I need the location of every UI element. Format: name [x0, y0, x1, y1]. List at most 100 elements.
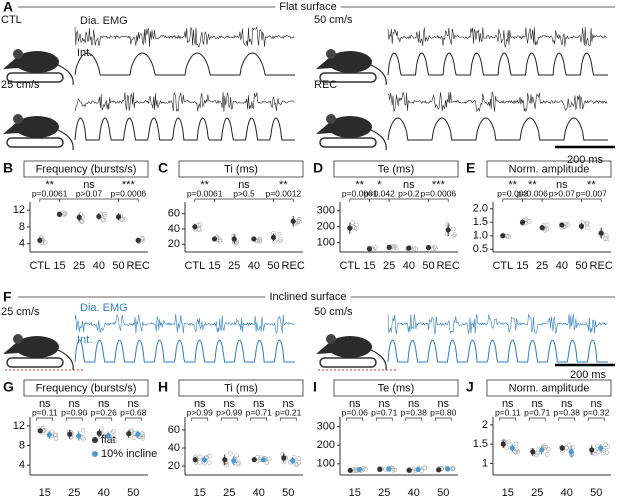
p-value: p=0.68 — [120, 407, 147, 417]
chart-title: Ti (ms) — [224, 163, 258, 175]
bracket — [39, 198, 60, 202]
legend-marker — [92, 437, 98, 443]
p-value: p=0.38 — [554, 407, 581, 417]
emg-trace — [387, 313, 608, 335]
condition-label: 50 cm/s — [314, 14, 353, 26]
x-tick-label: 40 — [93, 260, 105, 272]
significance: ns — [502, 398, 514, 410]
significance: ns — [378, 398, 390, 410]
individual-point — [353, 226, 359, 231]
individual-point — [236, 460, 242, 466]
head — [3, 57, 19, 69]
individual-point — [99, 426, 104, 432]
scale-label: 200 ms — [567, 154, 604, 166]
individual-point — [296, 460, 302, 465]
x-tick-label: 25 — [531, 487, 543, 499]
significance: ns — [194, 398, 206, 410]
mean-marker — [290, 458, 296, 464]
p-value: p=0.71 — [246, 407, 273, 417]
section-title: Flat surface — [279, 1, 336, 13]
p-value: p=0.80 — [430, 407, 457, 417]
individual-point — [122, 216, 128, 222]
emg-trace — [74, 26, 295, 48]
significance: ** — [279, 179, 288, 191]
integrated-trace — [74, 117, 295, 141]
x-tick-label: 25 — [383, 260, 395, 272]
treadmill — [319, 357, 377, 368]
head — [3, 342, 19, 354]
individual-point — [604, 450, 610, 455]
body — [328, 336, 372, 358]
individual-point — [506, 439, 512, 445]
mean-marker — [347, 225, 353, 231]
mean-marker — [231, 458, 237, 464]
significance: ns — [238, 179, 250, 191]
p-value: p=0.003 — [497, 188, 528, 198]
individual-point — [513, 449, 519, 455]
individual-point — [601, 450, 606, 455]
p-value: p=0.0061 — [342, 188, 378, 198]
mean-marker — [406, 245, 412, 251]
bracket — [220, 417, 238, 421]
individual-point — [515, 449, 521, 455]
x-tick-label: 15 — [39, 487, 51, 499]
ear — [326, 334, 336, 344]
significance: ns — [223, 398, 235, 410]
x-tick-label: 15 — [502, 487, 514, 499]
significance: ns — [349, 398, 361, 410]
individual-point — [373, 245, 378, 250]
legend-label: 10% incline — [101, 448, 157, 460]
bracket — [191, 417, 209, 421]
bracket — [118, 198, 139, 202]
significance: ** — [587, 179, 596, 191]
panel-letter: J — [466, 379, 474, 395]
x-tick-label: 40 — [403, 260, 415, 272]
individual-point — [197, 227, 202, 233]
emg-trace — [74, 314, 295, 334]
panel-letter: B — [3, 160, 13, 176]
bracket — [273, 198, 294, 202]
emg-trace — [387, 91, 608, 113]
mean-marker — [406, 467, 412, 473]
y-tick-label: 4 — [19, 238, 25, 250]
individual-point — [131, 435, 137, 440]
bracket — [369, 198, 390, 202]
p-value: p=0.90 — [61, 407, 88, 417]
scale-label: 200 ms — [570, 369, 607, 381]
p-value: p=0.0006 — [420, 188, 456, 198]
individual-point — [546, 446, 551, 452]
mean-marker — [76, 433, 82, 439]
p-value: p=0.71 — [371, 407, 398, 417]
mean-marker — [126, 431, 132, 437]
p-value: p=0.0006 — [110, 188, 146, 198]
mean-marker — [251, 457, 257, 463]
individual-point — [594, 443, 600, 449]
mean-marker — [281, 455, 287, 461]
bracket — [558, 417, 576, 421]
x-tick-label: 15 — [349, 487, 361, 499]
mean-marker — [415, 466, 421, 473]
mean-marker — [559, 445, 565, 451]
x-tick-label: 40 — [408, 487, 420, 499]
significance: ns — [531, 398, 543, 410]
x-tick-label: 40 — [561, 487, 573, 499]
p-value: p>0.99 — [187, 407, 214, 417]
mean-marker — [530, 449, 536, 455]
mean-marker — [251, 236, 257, 242]
individual-point — [81, 436, 86, 442]
individual-point — [120, 217, 125, 222]
x-tick-label: 50 — [112, 260, 124, 272]
p-value: p=0.71 — [524, 407, 551, 417]
individual-point — [79, 219, 85, 224]
individual-point — [277, 238, 282, 244]
individual-point — [433, 246, 438, 251]
mean-marker — [445, 466, 451, 472]
individual-point — [276, 231, 282, 237]
significance: ns — [561, 398, 573, 410]
panel-letter: C — [158, 160, 168, 176]
tail — [370, 129, 387, 151]
individual-point — [140, 435, 145, 441]
x-tick-label: REC — [282, 260, 305, 272]
individual-point — [102, 214, 108, 219]
p-value: p=0.0012 — [265, 188, 301, 198]
